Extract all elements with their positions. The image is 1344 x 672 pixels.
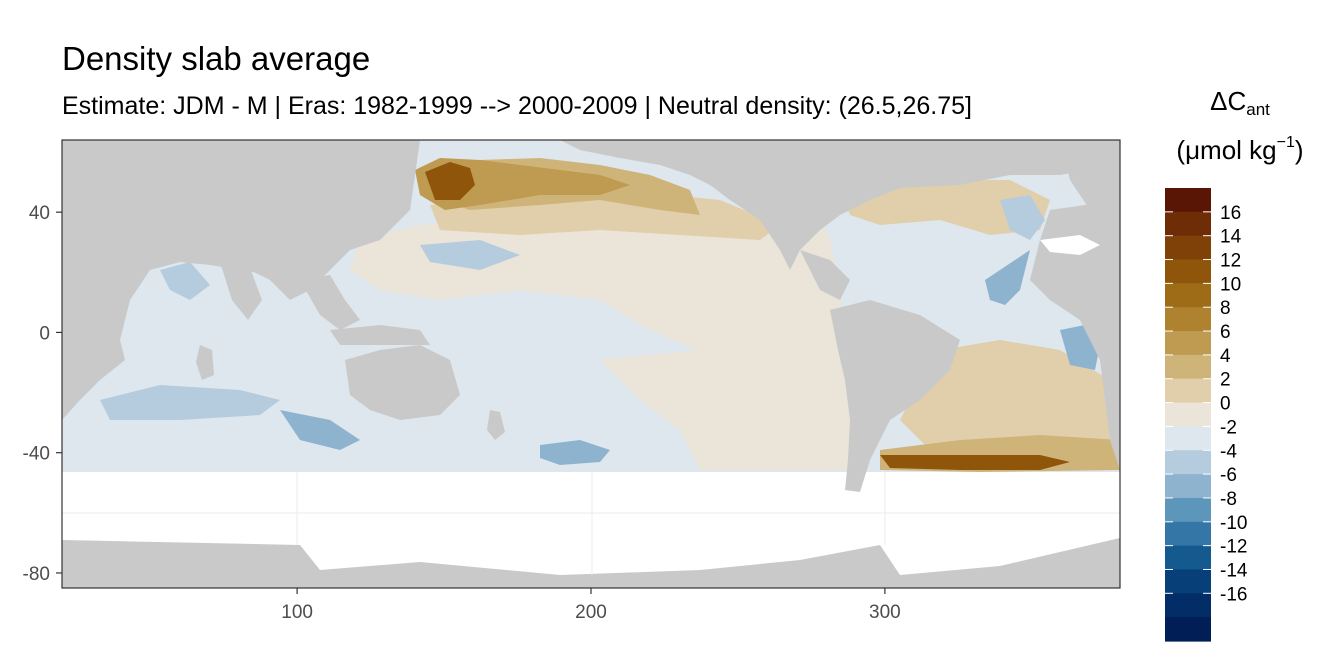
colorbar-swatch (1165, 497, 1211, 523)
colorbar-label: 10 (1220, 274, 1241, 295)
central-america-land (800, 250, 850, 300)
indian-ocean-south (100, 385, 280, 420)
colorbar-label: -6 (1220, 465, 1237, 486)
y-tick-label: 40 (29, 203, 50, 224)
colorbar-swatch (1165, 402, 1211, 428)
legend-unit: (μmol kg−1) (1176, 134, 1304, 165)
colorbar-swatch (1165, 235, 1211, 261)
colorbar-label: 16 (1220, 203, 1241, 224)
north-america-land (560, 140, 1120, 270)
colorbar-label: -10 (1220, 513, 1247, 534)
chart-subtitle: Estimate: JDM - M | Eras: 1982-1999 --> … (62, 92, 972, 120)
x-tick-label: 100 (281, 602, 313, 623)
y-axis: 40 0 -40 -80 (23, 203, 62, 585)
colorbar-swatch (1165, 474, 1211, 499)
x-tick-label: 300 (869, 602, 901, 623)
indonesia-land (330, 325, 430, 345)
arabian-negative (160, 262, 210, 300)
north-pacific-negative (420, 240, 520, 270)
colorbar-label: -16 (1220, 584, 1247, 605)
madagascar-land (196, 345, 214, 380)
mediterranean-no-data (1040, 235, 1100, 255)
north-pacific-positive (350, 205, 860, 470)
colorbar-swatch (1165, 188, 1211, 213)
colorbar-label: -2 (1220, 417, 1237, 438)
colorbar-label: 6 (1220, 322, 1231, 343)
y-tick-label: 0 (39, 323, 50, 344)
colorbar-label: 12 (1220, 251, 1241, 272)
europe-africa-east-land (1030, 200, 1120, 470)
y-tick-label: -80 (23, 564, 50, 585)
southern-atlantic-strong (880, 455, 1070, 470)
colorbar-swatch (1165, 259, 1211, 284)
south-america-land (830, 300, 960, 492)
south-atlantic-positive (900, 340, 1120, 460)
colorbar-swatch (1165, 545, 1211, 571)
south-pacific-positive (600, 340, 845, 470)
north-atlantic-positive (840, 180, 1050, 235)
colorbar-swatch (1165, 378, 1211, 404)
colorbar-label: -14 (1220, 560, 1248, 581)
labrador-negative (1000, 195, 1045, 240)
colorbar-swatch (1165, 426, 1211, 451)
colorbar-swatch (1165, 283, 1211, 308)
legend-title: ΔCant (1210, 86, 1270, 119)
y-tick-label: -40 (23, 444, 50, 465)
australia-land (345, 345, 460, 420)
new-zealand-land (487, 410, 505, 440)
grid-lines (62, 472, 1120, 575)
colorbar-label: 0 (1220, 394, 1231, 415)
map-panel (62, 140, 1120, 588)
chart-title: Density slab average (62, 40, 371, 77)
eurasia-land (62, 140, 420, 300)
colorbar-swatch (1165, 331, 1211, 356)
colorbar-label: -8 (1220, 489, 1237, 510)
colorbar-swatch (1165, 521, 1211, 547)
colorbar-swatch (1165, 569, 1211, 594)
colorbar-label: -4 (1220, 441, 1237, 462)
tasman-negative (280, 410, 360, 450)
colorbar-swatch (1165, 617, 1211, 642)
colorbar-swatch (1165, 593, 1211, 618)
colorbar-label: 4 (1220, 346, 1231, 367)
colorbar-swatch (1165, 307, 1211, 332)
antarctica-land (62, 538, 1120, 588)
land (62, 140, 1120, 588)
colorbar-label: 14 (1220, 227, 1242, 248)
south-pacific-negative (540, 440, 610, 465)
india-land (220, 262, 262, 320)
colorbar-label: -12 (1220, 537, 1247, 558)
colorbar-label: 8 (1220, 298, 1231, 319)
gulf-stream-negative (985, 250, 1030, 305)
x-tick-label: 200 (575, 602, 607, 623)
se-asia-land (300, 275, 360, 330)
colorbar-swatch (1165, 354, 1211, 380)
colorbar-swatch (1165, 211, 1211, 237)
x-axis: 100 200 300 (281, 588, 901, 623)
colorbar-swatch (1165, 450, 1211, 475)
colorbar-label: 2 (1220, 370, 1231, 391)
okhotsk-core (425, 162, 475, 200)
